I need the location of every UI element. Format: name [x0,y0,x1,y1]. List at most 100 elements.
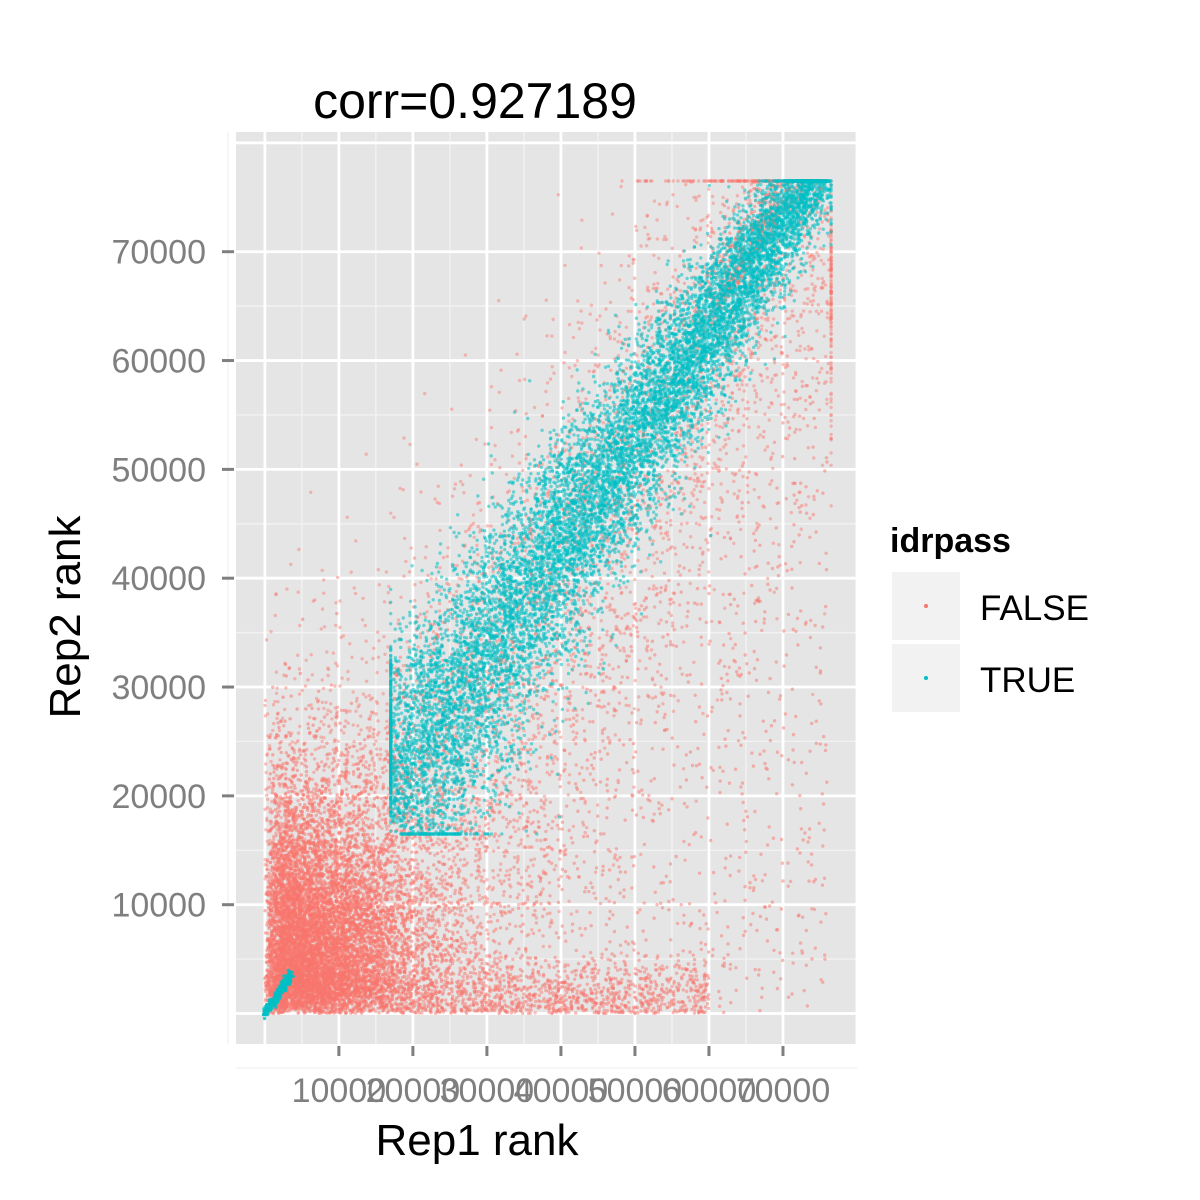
false-point [354,839,359,843]
false-point [315,825,319,829]
false-point [301,617,305,621]
false-point [432,863,436,867]
false-point [295,805,299,810]
false-point [367,803,371,808]
false-point [322,764,327,768]
false-point [362,738,367,742]
false-point [327,724,331,728]
false-point [375,836,380,841]
false-point [272,835,276,839]
false-point [444,872,448,876]
false-point [295,768,299,773]
false-point [272,776,276,781]
false-point [396,911,400,915]
false-point [337,758,341,763]
false-point [386,967,390,971]
false-point [395,897,400,902]
false-point [436,904,440,908]
false-point [298,671,302,676]
false-point [363,765,368,769]
false-point [295,760,299,764]
false-point [317,689,321,693]
false-point [382,888,386,892]
false-point [333,783,337,787]
false-point [401,975,405,979]
false-point [367,767,371,771]
false-point [298,753,303,757]
false-point [453,912,457,916]
false-point [503,854,507,858]
false-point [359,842,363,846]
false-point [304,769,309,774]
false-point [394,870,399,874]
false-point [377,886,382,890]
false-point [279,750,283,755]
false-point [307,731,312,736]
false-point [298,802,302,807]
false-point [307,801,311,805]
false-point [331,774,335,779]
false-point [416,909,420,913]
false-point [345,743,349,747]
false-point [367,763,372,768]
false-point [354,942,359,946]
false-point [378,757,382,761]
false-point [276,856,281,861]
false-point [459,909,463,913]
false-point [456,930,460,934]
false-point [303,832,307,836]
false-point [414,913,418,918]
false-point [500,882,504,886]
false-point [310,706,314,711]
false-point [322,715,327,719]
false-point [350,1002,354,1006]
false-point [279,853,283,857]
false-point [373,790,377,794]
false-point [376,909,380,913]
false-point [381,885,385,889]
false-point [426,866,430,870]
false-point [277,782,281,786]
false-point [363,816,368,820]
false-point [343,724,347,729]
false-point [396,863,400,868]
false-point [325,741,329,745]
false-point [372,727,376,732]
false-point [281,695,285,699]
false-point [416,862,420,866]
false-point [364,785,368,789]
false-point [349,701,354,706]
false-point [375,753,379,757]
false-point [372,966,377,970]
false-point [285,761,290,766]
false-point [368,942,373,946]
false-point [320,784,325,788]
false-point [403,857,408,862]
false-point [383,868,387,873]
false-point [409,881,413,885]
false-point [362,829,366,833]
false-point [352,803,356,807]
false-point [279,850,283,854]
false-point [296,739,300,743]
false-point [288,800,293,804]
false-point [410,850,414,854]
false-point [268,772,272,776]
false-point [282,724,286,728]
false-point [351,809,356,814]
false-point [298,778,303,783]
false-point [267,777,272,781]
false-point [306,826,310,830]
false-point [365,878,370,883]
false-point [382,812,386,816]
false-point [387,885,391,889]
false-point [425,896,429,901]
false-point [389,873,393,877]
false-point [443,837,448,841]
false-point [326,818,330,823]
false-point [315,796,319,800]
false-point [378,903,382,908]
false-point [343,854,347,858]
chart-title: corr=0.927189 [313,73,637,129]
